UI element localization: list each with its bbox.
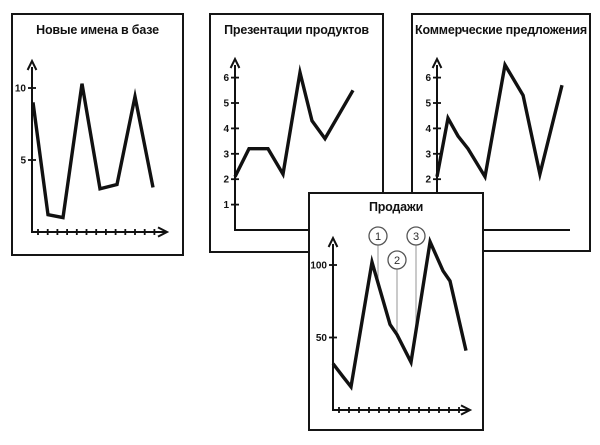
y-tick-label: 100 xyxy=(310,261,327,272)
callout-marker: 3 xyxy=(406,226,426,246)
y-tick-label: 3 xyxy=(223,149,229,160)
y-axis-arrow xyxy=(229,56,241,69)
callout-number: 3 xyxy=(413,231,419,243)
y-tick-label: 4 xyxy=(223,124,229,135)
y-tick-label: 6 xyxy=(223,73,229,84)
callout-marker: 1 xyxy=(368,226,388,246)
x-axis-arrow xyxy=(157,226,170,238)
callout-number: 2 xyxy=(394,255,400,267)
y-tick-label: 6 xyxy=(425,73,431,84)
sales-plot: 50 100 1 2 3 xyxy=(310,226,473,416)
y-tick-label: 1 xyxy=(223,200,229,211)
y-tick-label: 5 xyxy=(223,99,229,110)
chart-title-product-presentations: Презентации продуктов xyxy=(224,23,369,37)
series-line xyxy=(435,60,564,182)
y-axis-arrow xyxy=(431,56,443,69)
y-axis-arrow xyxy=(26,58,38,71)
y-tick-label: 50 xyxy=(316,333,328,344)
y-axis-arrow xyxy=(327,235,339,248)
series-line xyxy=(331,235,468,391)
chart-title-sales: Продажи xyxy=(368,200,424,214)
y-tick-label: 2 xyxy=(425,175,431,186)
callout-number: 1 xyxy=(375,231,381,243)
series-line xyxy=(31,83,155,220)
series-line xyxy=(233,64,355,179)
y-tick-label: 10 xyxy=(15,84,27,95)
callout-circle xyxy=(387,250,407,270)
y-tick-label: 2 xyxy=(223,175,229,186)
chart-card-new-names: Новые имена в базе 5 10 xyxy=(11,13,184,256)
new-names-plot: 5 10 xyxy=(15,58,170,238)
callout-marker: 2 xyxy=(387,250,407,270)
chart-title-new-names: Новые имена в базе xyxy=(36,23,159,37)
y-tick-label: 5 xyxy=(20,156,26,167)
chart-title-commercial-offers: Коммерческие предложения xyxy=(415,23,587,37)
callout-circle xyxy=(368,226,388,246)
chart-card-sales: Продажи 50 100 1 2 3 xyxy=(308,192,484,431)
y-tick-label: 4 xyxy=(425,124,431,135)
y-tick-label: 5 xyxy=(425,99,431,110)
callout-circle xyxy=(406,226,426,246)
x-axis-arrow xyxy=(460,404,473,416)
y-tick-label: 3 xyxy=(425,149,431,160)
